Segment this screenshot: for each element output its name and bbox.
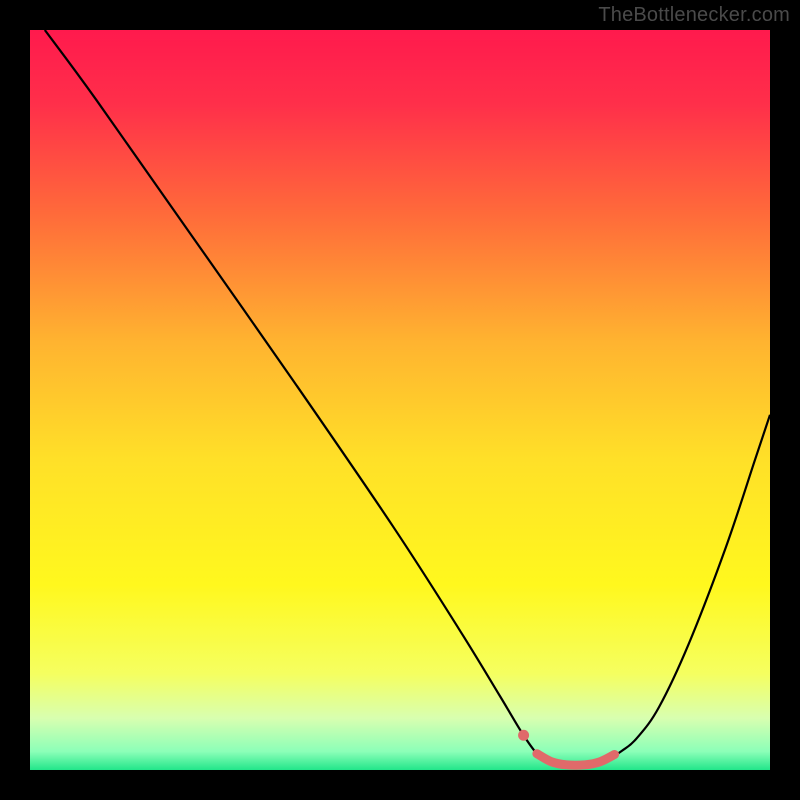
chart-svg: [0, 0, 800, 800]
optimal-range-band: [537, 754, 615, 765]
watermark-text: TheBottlenecker.com: [598, 4, 790, 27]
chart-frame: TheBottlenecker.com: [0, 0, 800, 800]
bottleneck-curve: [45, 30, 770, 766]
marker-dot: [518, 730, 529, 741]
